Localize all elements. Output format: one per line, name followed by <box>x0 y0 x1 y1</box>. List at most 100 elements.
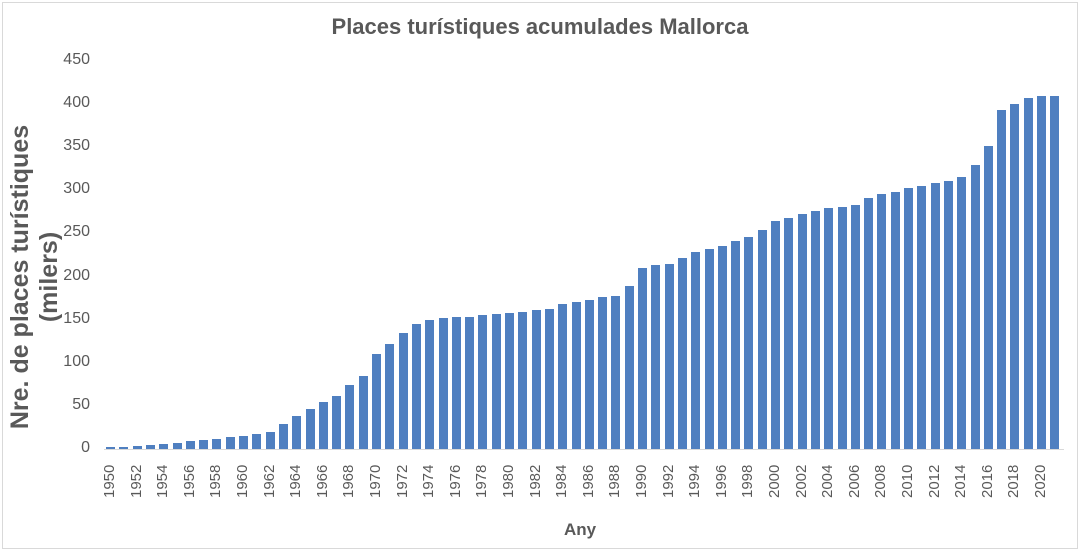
bar <box>252 434 262 449</box>
bar <box>810 211 820 449</box>
bar <box>904 187 913 449</box>
x-tick-label: 1950 <box>101 464 118 498</box>
x-tick-label: 2012 <box>925 464 943 498</box>
bar <box>691 252 701 449</box>
x-tick-label: 1994 <box>686 464 704 498</box>
bar <box>757 230 767 449</box>
plot-area <box>104 61 1064 449</box>
x-tick-label: 1960 <box>234 464 251 498</box>
bar <box>465 317 475 449</box>
x-tick-label: 1988 <box>606 464 624 498</box>
x-axis-label: Any <box>563 520 597 539</box>
x-tick-label: 1982 <box>526 464 544 498</box>
bar <box>305 409 315 449</box>
bar <box>864 198 874 449</box>
y-tick-label: 250 <box>63 223 90 241</box>
bar <box>265 431 275 449</box>
x-tick-label: 1962 <box>260 464 278 498</box>
bar <box>837 206 847 449</box>
bar <box>997 110 1007 449</box>
bar <box>638 267 647 449</box>
bar <box>677 258 687 449</box>
x-tick-label: 2020 <box>1032 464 1049 498</box>
bar <box>744 236 754 449</box>
x-tick-label: 1998 <box>739 464 757 498</box>
bar <box>239 436 248 449</box>
bar <box>119 447 129 449</box>
x-tick-label: 1964 <box>287 464 305 498</box>
x-tick-label: 1978 <box>473 464 491 498</box>
y-tick-label: 50 <box>72 395 90 413</box>
x-tick-label: 1954 <box>154 464 172 498</box>
bar <box>970 165 980 449</box>
bar <box>318 401 328 449</box>
x-tick-label: 2014 <box>952 464 970 498</box>
x-tick-label: 1958 <box>207 464 225 498</box>
bar <box>518 311 528 449</box>
x-tick-label: 2018 <box>1005 464 1023 498</box>
bar <box>1037 96 1046 449</box>
bar <box>877 193 887 449</box>
x-tick-label: 2002 <box>792 464 810 498</box>
x-tick-label: 1952 <box>127 464 145 498</box>
bar <box>106 447 115 449</box>
bar <box>571 301 581 449</box>
bar <box>824 208 834 449</box>
x-tick-label: 1968 <box>340 464 358 498</box>
bar <box>704 248 714 449</box>
bar <box>558 304 568 449</box>
bar <box>1050 95 1060 449</box>
bar <box>611 295 621 449</box>
bar <box>145 444 155 449</box>
x-tick-label: 1970 <box>367 464 384 498</box>
x-tick-label: 1974 <box>420 464 438 498</box>
bar <box>917 186 927 449</box>
y-tick-label: 450 <box>63 51 90 68</box>
bar <box>451 317 461 449</box>
x-tick-label: 2000 <box>766 464 783 498</box>
x-tick-label: 1986 <box>579 464 597 498</box>
bar <box>385 343 395 449</box>
y-tick-label: 0 <box>81 439 90 456</box>
x-tick-label: 1996 <box>712 464 730 498</box>
bar <box>717 246 727 449</box>
x-tick-label: 1972 <box>393 464 411 498</box>
bar <box>398 333 408 449</box>
bar <box>784 217 794 449</box>
x-tick-label: 1976 <box>446 464 464 498</box>
x-tick-label: 1980 <box>500 464 517 498</box>
bar <box>491 313 501 449</box>
x-tick-label: 1984 <box>553 464 571 498</box>
x-tick-label: 2008 <box>872 464 890 498</box>
bar <box>598 297 608 449</box>
bar <box>890 192 900 449</box>
bar <box>930 183 940 449</box>
bar <box>199 440 209 449</box>
y-tick-label: 100 <box>63 352 90 370</box>
y-tick-label: 300 <box>63 180 90 198</box>
bar <box>372 354 381 449</box>
bar <box>850 205 860 449</box>
bar <box>983 145 993 449</box>
bar <box>159 443 169 449</box>
bar <box>664 263 674 449</box>
bar <box>943 180 953 449</box>
bar <box>544 309 554 449</box>
y-tick-label: 150 <box>63 309 90 327</box>
bar <box>332 395 342 449</box>
bar <box>1023 98 1033 449</box>
bar <box>425 319 435 449</box>
bar <box>358 375 368 449</box>
x-tick-label: 1990 <box>633 464 650 498</box>
bar <box>278 424 288 449</box>
x-tick-label: 1966 <box>313 464 331 498</box>
bar <box>957 176 967 449</box>
bar <box>212 438 222 449</box>
x-tick-label: 2010 <box>899 464 916 498</box>
x-tick-label: 2016 <box>978 464 996 498</box>
x-tick-label: 2004 <box>819 464 837 498</box>
bar <box>185 441 195 449</box>
x-tick-label: 1956 <box>180 464 198 498</box>
bar <box>624 286 634 449</box>
x-tick-label: 2006 <box>845 464 863 498</box>
